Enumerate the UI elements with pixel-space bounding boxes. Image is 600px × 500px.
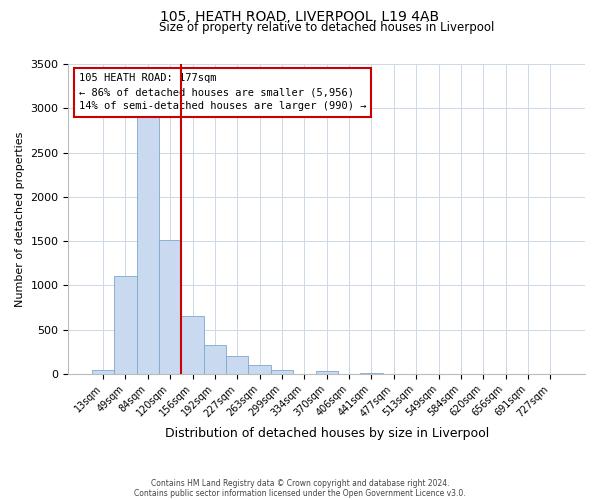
Bar <box>92 370 114 374</box>
Title: Size of property relative to detached houses in Liverpool: Size of property relative to detached ho… <box>159 20 494 34</box>
Bar <box>360 373 383 374</box>
X-axis label: Distribution of detached houses by size in Liverpool: Distribution of detached houses by size … <box>164 427 489 440</box>
Text: 105 HEATH ROAD: 177sqm
← 86% of detached houses are smaller (5,956)
14% of semi-: 105 HEATH ROAD: 177sqm ← 86% of detached… <box>79 74 366 112</box>
Bar <box>204 345 226 374</box>
Bar <box>316 372 338 374</box>
Text: Contains HM Land Registry data © Crown copyright and database right 2024.: Contains HM Land Registry data © Crown c… <box>151 478 449 488</box>
Y-axis label: Number of detached properties: Number of detached properties <box>15 132 25 306</box>
Bar <box>248 365 271 374</box>
Bar <box>226 356 248 374</box>
Bar <box>271 370 293 374</box>
Text: 105, HEATH ROAD, LIVERPOOL, L19 4AB: 105, HEATH ROAD, LIVERPOOL, L19 4AB <box>160 10 440 24</box>
Text: Contains public sector information licensed under the Open Government Licence v3: Contains public sector information licen… <box>134 488 466 498</box>
Bar <box>181 316 204 374</box>
Bar <box>114 276 137 374</box>
Bar <box>137 116 159 374</box>
Bar <box>159 240 181 374</box>
